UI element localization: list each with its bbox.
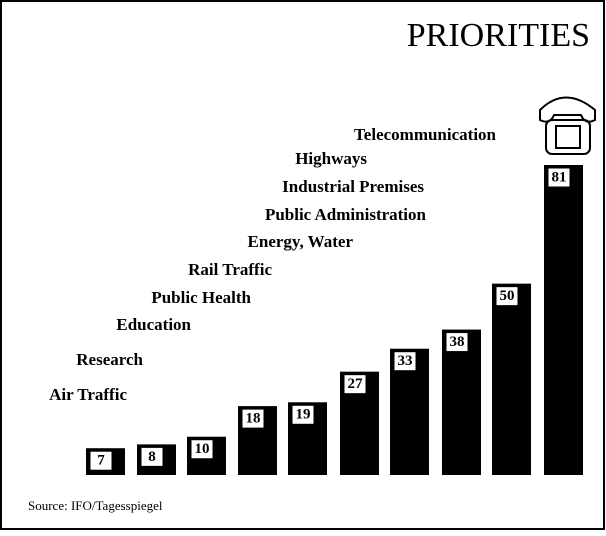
page: {"chart_data": {"type": "bar", "title": … — [0, 0, 606, 536]
bar — [492, 284, 531, 475]
value-label: 7 — [97, 453, 105, 469]
category-label: Education — [116, 315, 191, 334]
category-label: Highways — [295, 149, 367, 168]
category-label: Telecommunication — [354, 125, 497, 144]
chart: PRIORITIES Source: IFO/Tagesspiegel Air … — [0, 0, 606, 531]
category-label: Public Administration — [265, 205, 427, 224]
bar — [544, 165, 583, 475]
category-label: Public Health — [151, 288, 251, 307]
value-label: 10 — [195, 441, 210, 457]
chart-title: PRIORITIES — [407, 17, 590, 54]
category-label: Energy, Water — [248, 232, 354, 251]
value-label: 50 — [500, 288, 515, 304]
source: Source: IFO/Tagesspiegel — [28, 498, 163, 513]
value-label: 19 — [296, 407, 311, 423]
category-label: Industrial Premises — [282, 177, 424, 196]
value-label: 81 — [552, 169, 567, 185]
value-label: 27 — [348, 376, 364, 392]
value-label: 18 — [246, 411, 261, 427]
value-label: 38 — [450, 334, 465, 350]
value-label: 8 — [148, 449, 156, 465]
value-label: 33 — [398, 353, 413, 369]
category-label: Air Traffic — [49, 385, 127, 404]
category-label: Rail Traffic — [188, 260, 272, 279]
category-label: Research — [76, 350, 143, 369]
